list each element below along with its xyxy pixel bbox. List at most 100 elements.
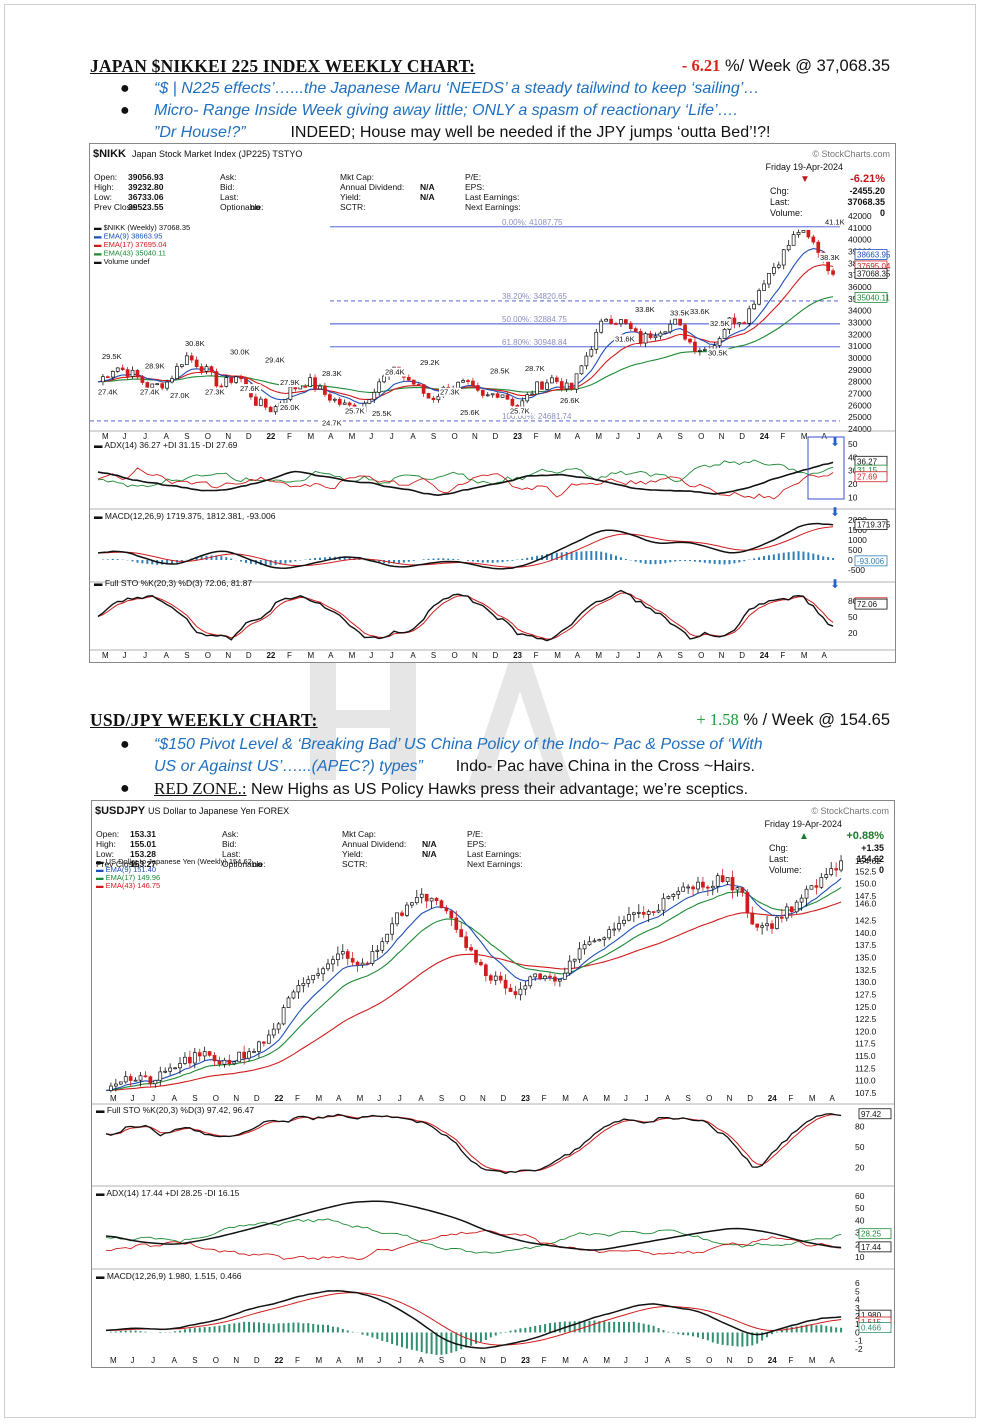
candle-body (612, 928, 616, 931)
quote-value: 39056.93 (128, 172, 164, 182)
candle-body (405, 904, 409, 916)
month-axis-label: N (719, 651, 725, 660)
candle-body (784, 906, 789, 919)
macd-histogram-bar (467, 560, 469, 561)
quote-value: 153.31 (130, 829, 156, 839)
chart-stat-label: Volume: (769, 865, 802, 875)
macd-axis-label: 0 (848, 555, 853, 565)
macd-histogram-bar (302, 1323, 305, 1333)
month-axis-label: 22 (266, 432, 275, 441)
macd-histogram-bar (521, 558, 524, 560)
month-axis-label: A (665, 1094, 671, 1103)
month-axis-label: M (110, 1094, 117, 1103)
candle-body (656, 909, 661, 913)
macd-histogram-bar (693, 560, 696, 562)
macd-histogram-bar (253, 1322, 255, 1333)
month-axis-label: S (439, 1094, 444, 1103)
macd-histogram-bar (684, 560, 687, 561)
candle-body (765, 923, 769, 927)
candle-body (554, 377, 559, 382)
candle-body (811, 236, 816, 243)
price-annotation: 25.5K (372, 409, 392, 418)
red-zone-label: RED ZONE.: (154, 779, 247, 798)
macd-histogram-bar (249, 560, 252, 564)
macd-histogram-bar (435, 1332, 438, 1355)
annotation-bg (321, 368, 343, 378)
macd-histogram-bar (223, 1325, 226, 1333)
price-annotation: 38.3K (820, 253, 840, 262)
adx-line (97, 461, 834, 497)
candle-body (385, 933, 390, 943)
quote-value: 153.27 (130, 859, 156, 869)
candle-body (229, 377, 234, 383)
month-axis-label: D (501, 1356, 507, 1365)
candle-body (767, 273, 771, 285)
macd-histogram-bar (447, 558, 450, 560)
price-axis-label: 36000 (848, 282, 872, 292)
quote-label: Annual Dividend: (340, 182, 404, 192)
macd-axis-label: -500 (848, 565, 865, 575)
macd-histogram-bar (262, 1322, 265, 1333)
candle-body (160, 383, 164, 389)
candle-body (582, 944, 587, 950)
nikkei-bullets: ● “$ | N225 effects’…...the Japanese Mar… (116, 78, 896, 144)
candle-body (416, 383, 421, 386)
price-axis-label: 135.0 (855, 953, 877, 963)
macd-histogram-bar (767, 555, 770, 560)
macd-histogram-bar (830, 1326, 833, 1333)
minus-di-line (105, 1229, 842, 1261)
macd-histogram-bar (667, 1331, 670, 1333)
macd-histogram-bar (287, 1322, 290, 1333)
month-axis-label: J (143, 651, 147, 660)
value-tag-box (858, 1322, 892, 1334)
macd-histogram-bar (785, 1328, 788, 1333)
price-annotation: 28.9K (145, 362, 165, 371)
quote-value: 36733.06 (128, 192, 164, 202)
page-border (4, 4, 976, 1418)
macd-histogram-bar (595, 551, 598, 560)
quote-value: 39523.55 (128, 202, 164, 212)
adx-axis-label: 30 (848, 466, 858, 476)
month-axis-label: S (678, 651, 683, 660)
month-axis-label: M (308, 651, 315, 660)
macd-histogram-bar (697, 1332, 699, 1338)
macd-histogram-bar (319, 557, 321, 560)
stochastic-label: ▬ Full STO %K(20,3) %D(3) 97.42, 96.47 (96, 1105, 254, 1115)
macd-histogram-bar (475, 1332, 477, 1344)
candle-body (293, 386, 298, 390)
chart-stat-label: Chg: (769, 843, 788, 853)
candle-body (622, 919, 626, 924)
candle-body (170, 378, 174, 383)
candle-body (444, 907, 449, 912)
candle-body (115, 367, 120, 372)
macd-histogram-bar (807, 552, 810, 560)
annotation-bg (384, 367, 406, 377)
ema43-line (97, 296, 834, 393)
price-axis-label: 146.0 (855, 898, 877, 908)
candle-body (266, 1034, 271, 1044)
usdjpy-weekly-performance: + 1.58 % / Week @ 154.65 (696, 710, 890, 730)
candle-body (594, 331, 599, 350)
quote-label: Ask: (222, 829, 239, 839)
quote-value: 39232.80 (128, 182, 164, 192)
macd-histogram-bar (141, 560, 144, 564)
plus-di-line (97, 459, 834, 488)
value-tag-box (858, 1108, 892, 1120)
price-annotation: 28.7K (525, 364, 545, 373)
quote-label: Last Earnings: (467, 849, 521, 859)
candle-body (153, 1079, 158, 1085)
price-annotation: 41.1K (825, 217, 845, 226)
month-axis-label: M (595, 651, 602, 660)
nikkei-title: JAPAN $NIKKEI 225 INDEX WEEKLY CHART: (90, 56, 476, 76)
month-axis-label: A (665, 1356, 671, 1365)
month-axis-label: M (603, 1094, 610, 1103)
candle-body (510, 398, 515, 406)
candle-body (239, 376, 243, 380)
quote-label: Prev Close: (96, 859, 140, 869)
macd-histogram-bar (425, 1332, 428, 1354)
price-axis-label: 42000 (848, 211, 872, 221)
macd-histogram-bar (489, 1332, 492, 1338)
price-annotation: 25.7K (345, 407, 365, 416)
price-annotation: 29.4K (265, 356, 285, 365)
candle-body (306, 979, 311, 984)
